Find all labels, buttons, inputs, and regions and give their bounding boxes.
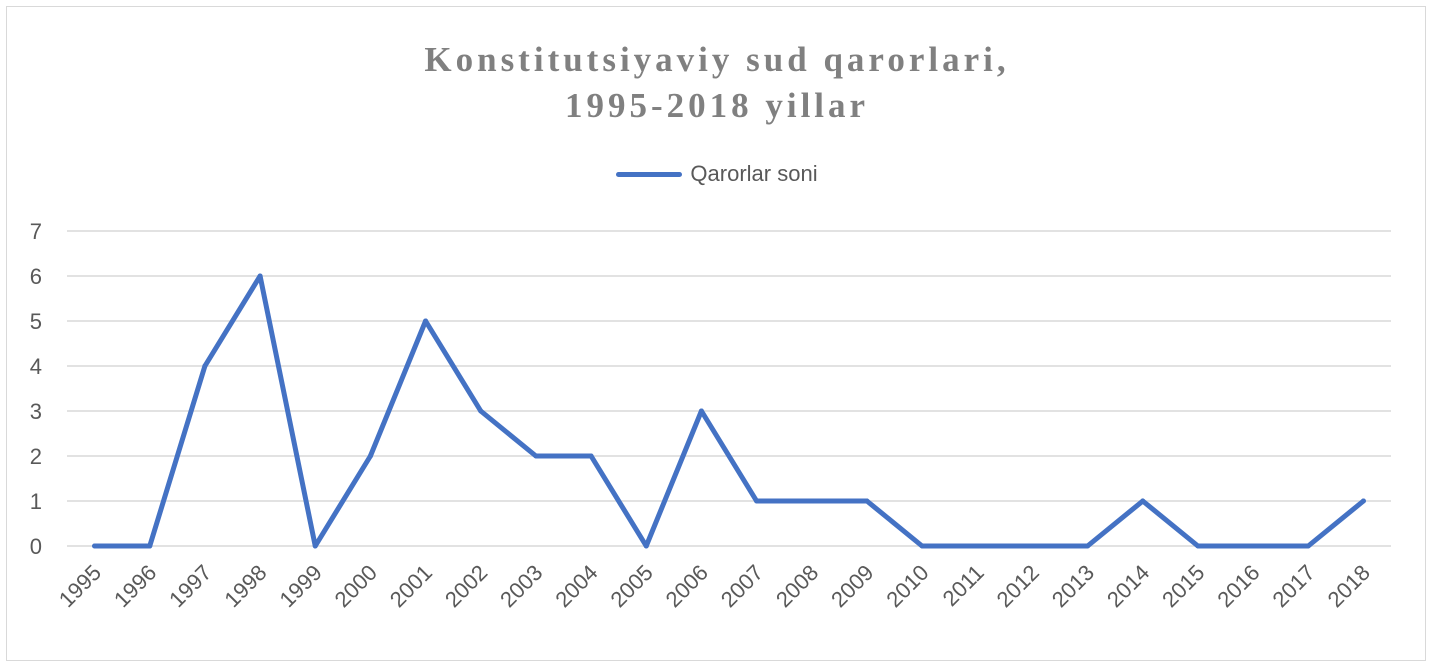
chart-title-line1: Konstitutsiyaviy sud qarorlari, bbox=[424, 40, 1010, 79]
x-tick-label: 2015 bbox=[1157, 560, 1209, 612]
x-tick-label: 2016 bbox=[1212, 560, 1264, 612]
x-tick-label: 2000 bbox=[330, 560, 382, 612]
x-tick-label: 1999 bbox=[274, 560, 326, 612]
x-tick-label: 2004 bbox=[550, 560, 602, 612]
y-tick-label: 2 bbox=[30, 444, 42, 469]
data-point bbox=[202, 363, 208, 369]
x-tick-label: 2013 bbox=[1047, 560, 1099, 612]
x-tick-label: 1997 bbox=[164, 560, 216, 612]
y-tick-label: 0 bbox=[30, 534, 42, 559]
x-tick-label: 2010 bbox=[881, 560, 933, 612]
data-point bbox=[312, 543, 318, 549]
x-tick-label: 2018 bbox=[1323, 560, 1375, 612]
x-tick-label: 2005 bbox=[605, 560, 657, 612]
x-tick-label: 2007 bbox=[716, 560, 768, 612]
x-tick-label: 2008 bbox=[771, 560, 823, 612]
y-tick-label: 4 bbox=[30, 354, 42, 379]
data-point bbox=[257, 273, 263, 279]
legend-swatch bbox=[616, 171, 683, 177]
data-point bbox=[698, 408, 704, 414]
y-tick-label: 6 bbox=[30, 264, 42, 289]
data-point bbox=[367, 453, 373, 459]
chart-title: Konstitutsiyaviy sud qarorlari, 1995-201… bbox=[7, 37, 1427, 129]
chart-legend: Qarorlar soni bbox=[7, 161, 1427, 187]
x-tick-label: 2001 bbox=[385, 560, 437, 612]
x-tick-label: 2012 bbox=[992, 560, 1044, 612]
x-tick-label: 1995 bbox=[54, 560, 106, 612]
x-tick-label: 2002 bbox=[440, 560, 492, 612]
data-point bbox=[1085, 543, 1091, 549]
chart-frame: Konstitutsiyaviy sud qarorlari, 1995-201… bbox=[6, 6, 1426, 661]
data-point bbox=[533, 453, 539, 459]
y-tick-label: 1 bbox=[30, 489, 42, 514]
y-tick-label: 7 bbox=[30, 219, 42, 244]
data-point bbox=[754, 498, 760, 504]
y-tick-label: 3 bbox=[30, 399, 42, 424]
data-point bbox=[147, 543, 153, 549]
data-point bbox=[643, 543, 649, 549]
data-point bbox=[92, 543, 98, 549]
data-point bbox=[478, 408, 484, 414]
x-tick-label: 1998 bbox=[219, 560, 271, 612]
data-point bbox=[919, 543, 925, 549]
x-tick-label: 2003 bbox=[495, 560, 547, 612]
x-tick-label: 2009 bbox=[826, 560, 878, 612]
data-point bbox=[1140, 498, 1146, 504]
data-point bbox=[974, 543, 980, 549]
x-tick-label: 2011 bbox=[938, 560, 989, 611]
data-point bbox=[1195, 543, 1201, 549]
chart-title-line2: 1995-2018 yillar bbox=[564, 86, 870, 125]
y-tick-label: 5 bbox=[30, 309, 42, 334]
data-point bbox=[588, 453, 594, 459]
x-tick-label: 2006 bbox=[661, 560, 713, 612]
data-point bbox=[809, 498, 815, 504]
legend-label: Qarorlar soni bbox=[690, 161, 818, 186]
data-point bbox=[1305, 543, 1311, 549]
x-tick-label: 2014 bbox=[1102, 560, 1154, 612]
data-point bbox=[1029, 543, 1035, 549]
data-point bbox=[423, 318, 429, 324]
series-line-0 bbox=[92, 273, 1366, 549]
data-point bbox=[1360, 498, 1366, 504]
data-point bbox=[1250, 543, 1256, 549]
x-tick-label: 1996 bbox=[109, 560, 161, 612]
data-point bbox=[864, 498, 870, 504]
x-tick-label: 2017 bbox=[1267, 560, 1319, 612]
